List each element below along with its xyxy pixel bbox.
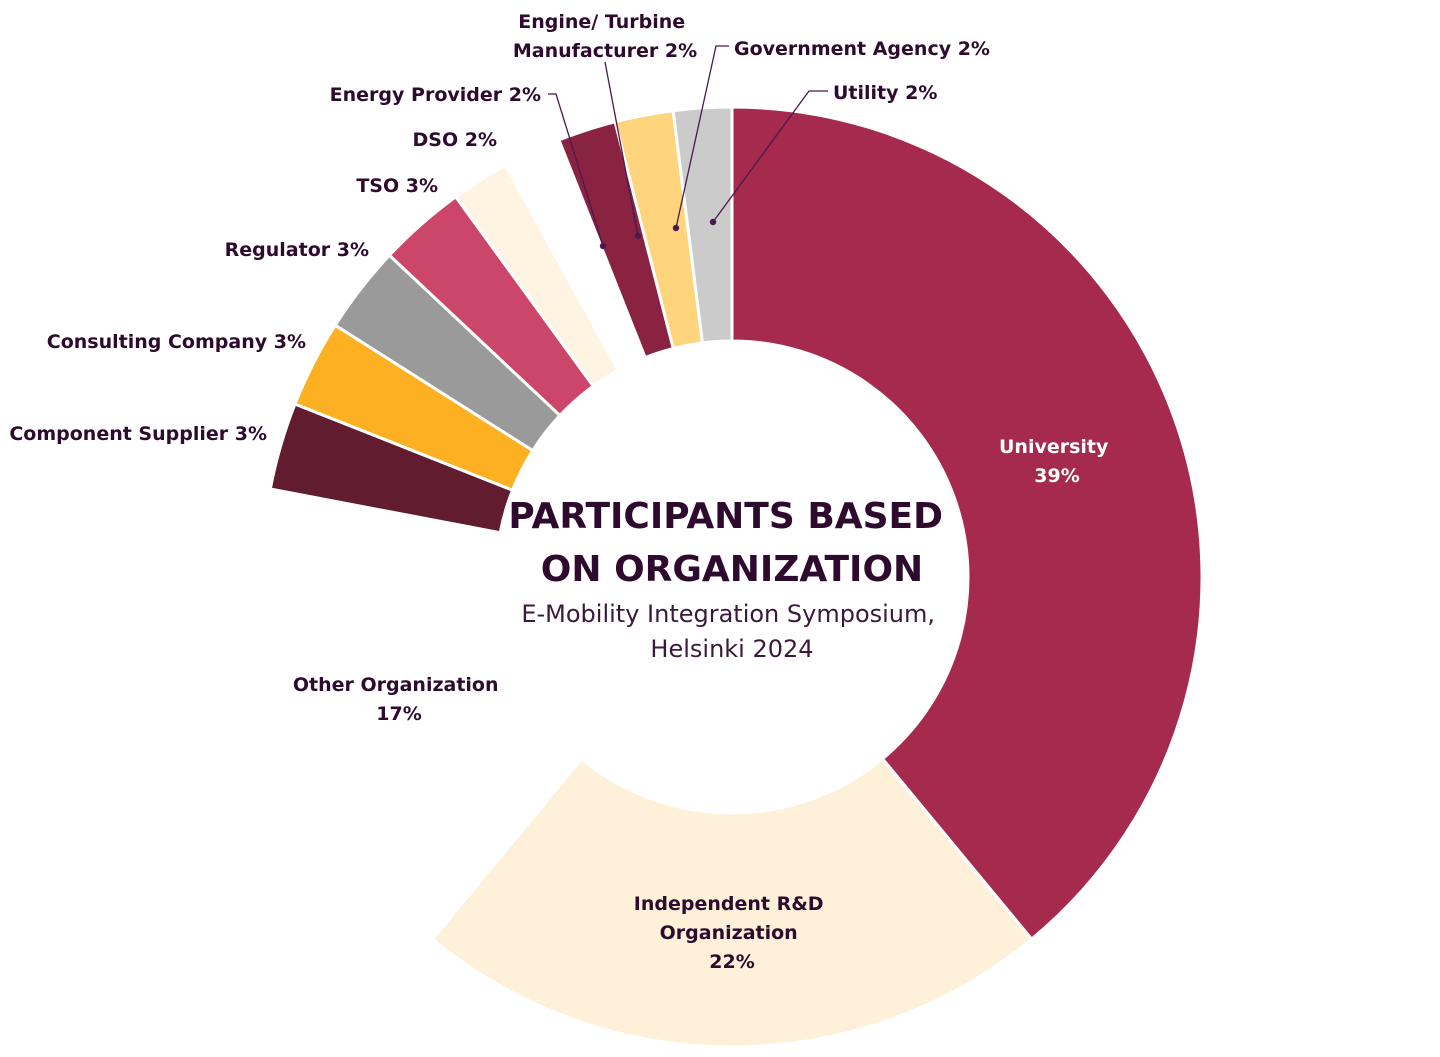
donut-slices (260, 105, 1204, 1049)
leader-dot-government-agency (672, 224, 680, 232)
slice-labels: University 39% Independent R&D Organizat… (9, 11, 1115, 973)
label-consulting-company: Consulting Company 3% (47, 331, 306, 353)
leader-dot-utility (709, 218, 717, 226)
chart-title: PARTICIPANTS BASED ON ORGANIZATION (508, 496, 955, 590)
label-government-agency: Government Agency 2% (734, 38, 990, 60)
label-engine-turbine: Engine/ Turbine Manufacturer 2% (513, 11, 697, 62)
label-dso: DSO 2% (413, 129, 497, 151)
label-university: University 39% (999, 436, 1115, 487)
leader-energy-provider (548, 93, 604, 247)
leader-dot-energy-provider (599, 242, 607, 250)
label-tso: TSO 3% (356, 175, 438, 197)
slice-other-organization (260, 487, 584, 942)
leader-dot-engine-turbine (634, 232, 642, 240)
label-component-supplier: Component Supplier 3% (9, 423, 267, 445)
center-title: PARTICIPANTS BASED ON ORGANIZATION E-Mob… (508, 496, 955, 663)
label-other-organization: Other Organization 17% (293, 674, 505, 725)
label-regulator: Regulator 3% (225, 239, 369, 261)
label-utility: Utility 2% (833, 82, 937, 104)
slice-utility (671, 105, 734, 345)
label-energy-provider: Energy Provider 2% (330, 84, 541, 106)
slice-university (730, 105, 1204, 942)
leader-lines (548, 45, 828, 250)
label-independent-rnd: Independent R&D Organization 22% (634, 893, 830, 973)
leader-engine-turbine (604, 61, 639, 237)
chart-subtitle: E-Mobility Integration Symposium, Helsin… (521, 600, 942, 663)
slice-independent-r-d-organization (430, 756, 1034, 1049)
leader-utility (712, 90, 828, 223)
leader-government-agency (675, 45, 729, 229)
